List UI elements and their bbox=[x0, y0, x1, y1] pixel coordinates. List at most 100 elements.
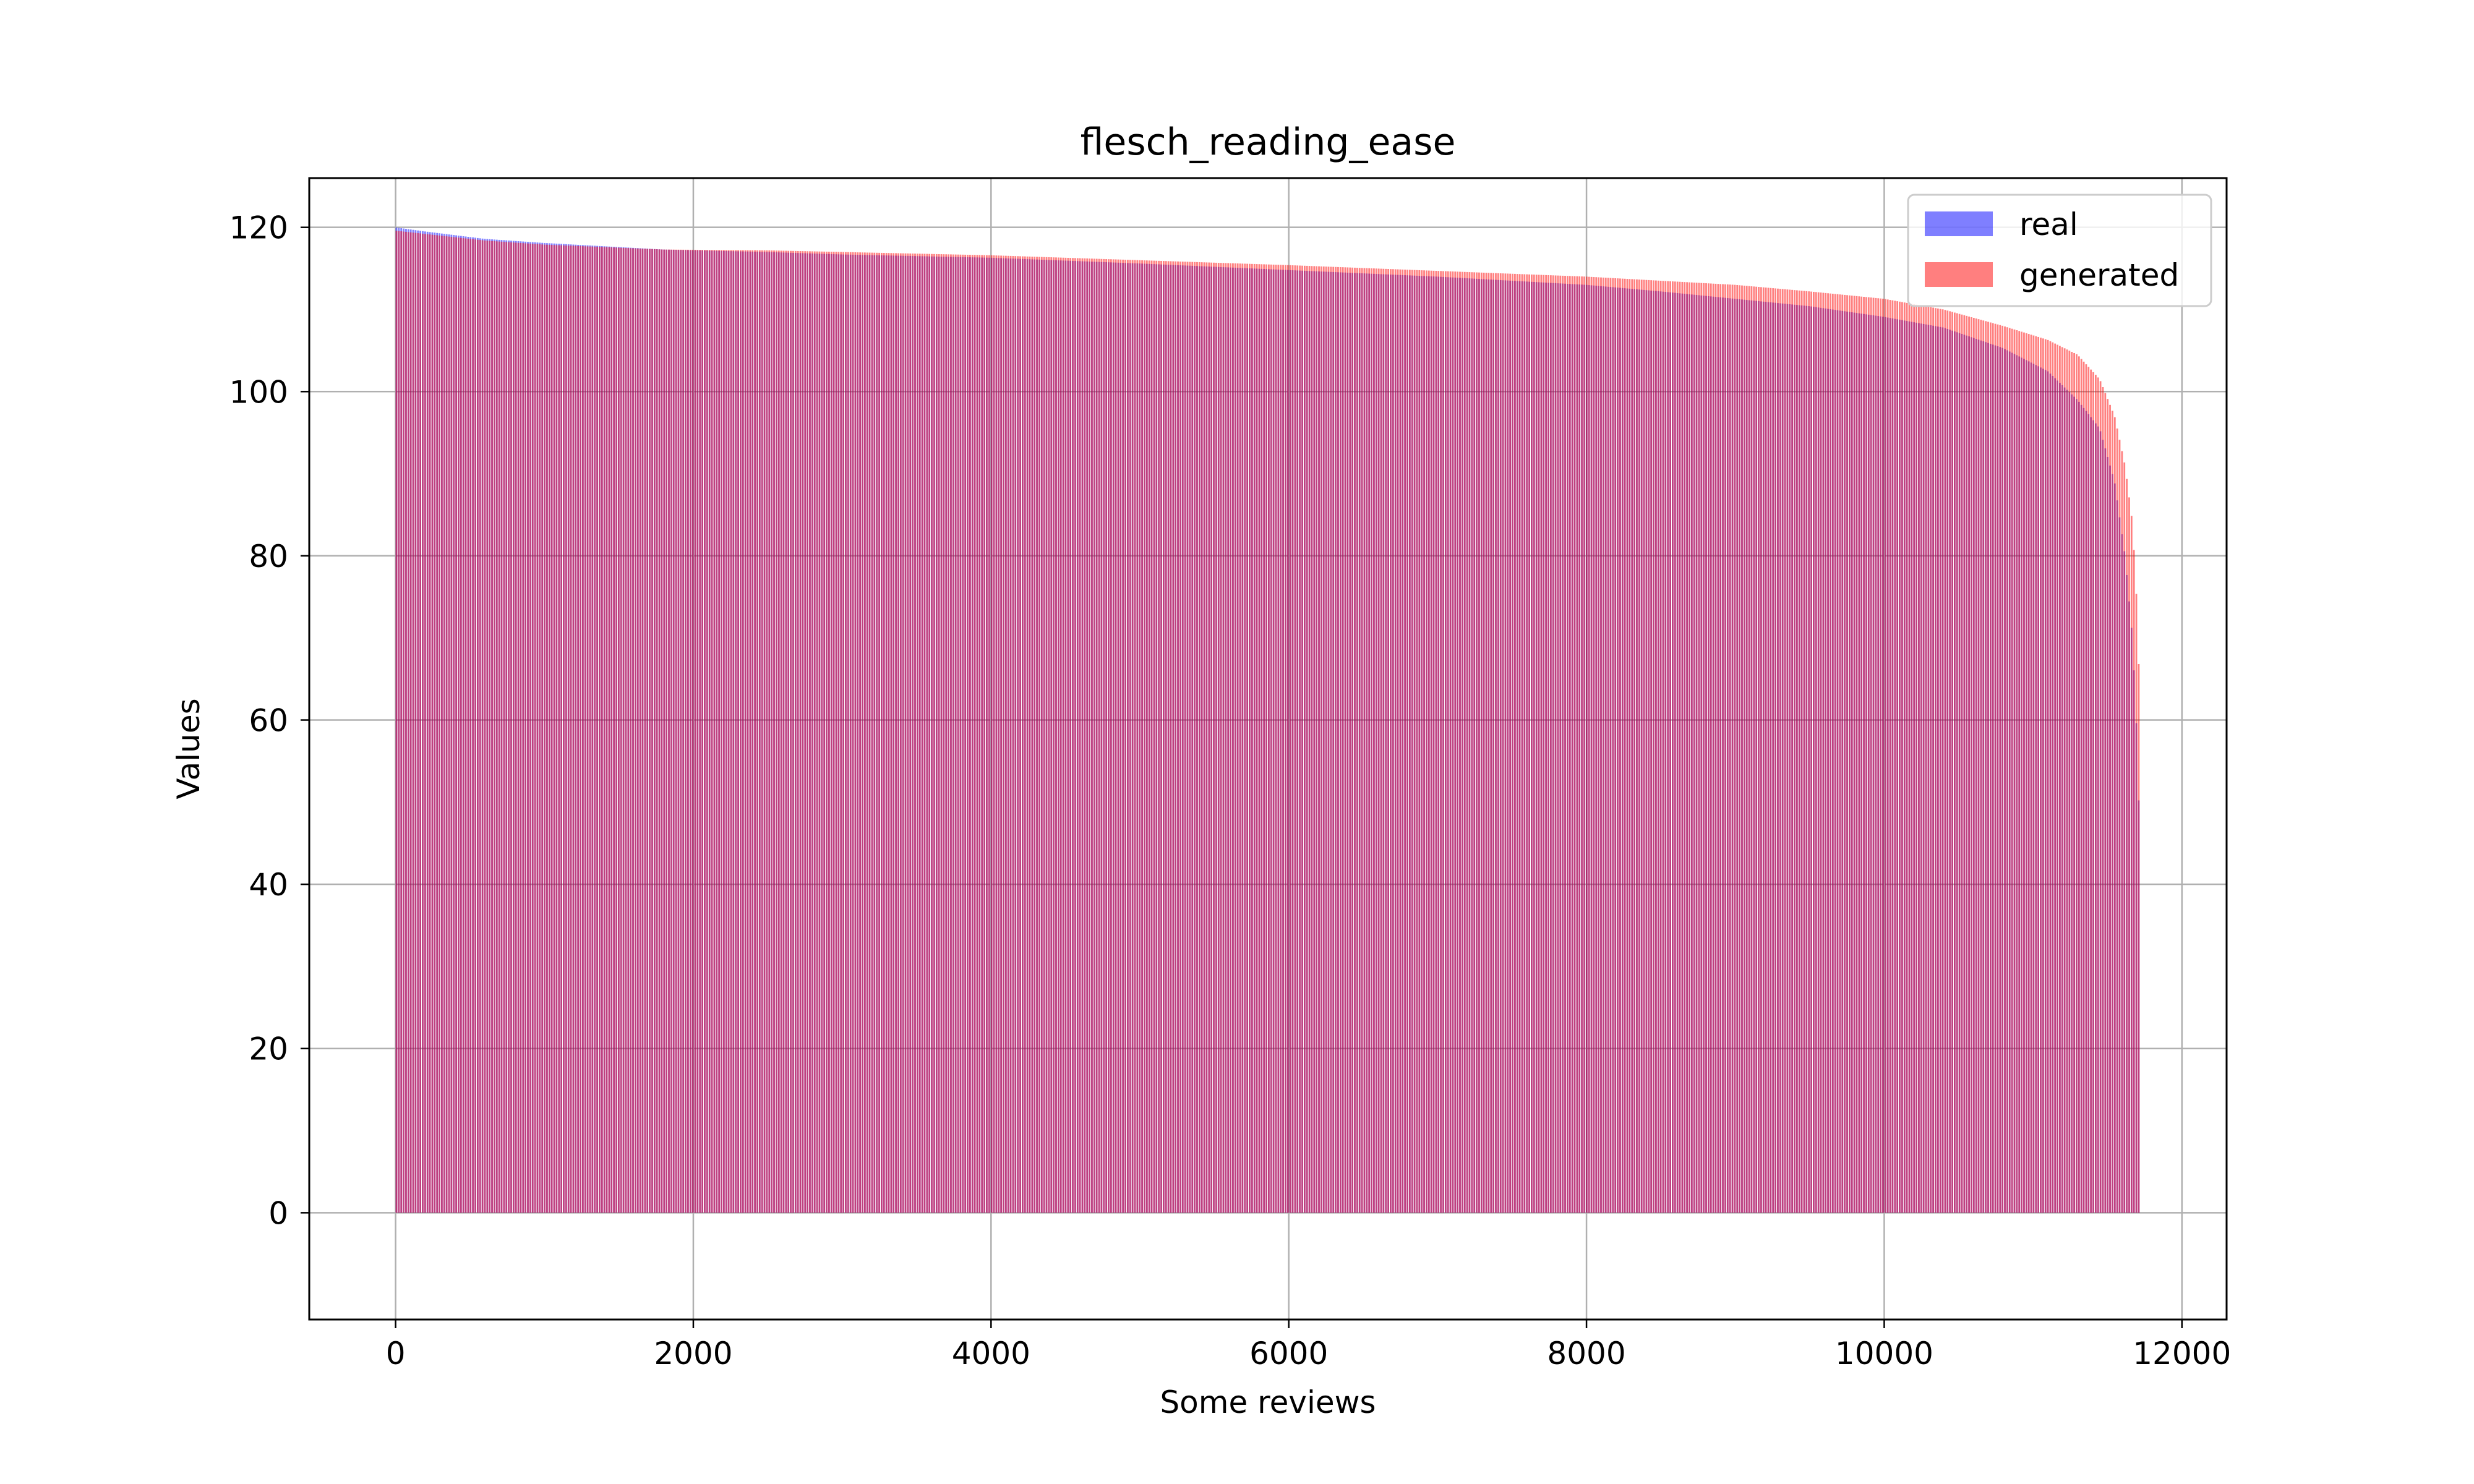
bar-generated-658 bbox=[1968, 316, 1970, 1213]
bar-generated-67 bbox=[555, 245, 558, 1213]
bar-generated-643 bbox=[1932, 307, 1935, 1213]
bar-generated-180 bbox=[826, 251, 828, 1213]
bar-generated-187 bbox=[842, 252, 844, 1213]
bar-generated-523 bbox=[1645, 279, 1648, 1213]
bar-generated-343 bbox=[1215, 262, 1217, 1213]
bar-generated-710 bbox=[2092, 372, 2094, 1213]
bar-generated-581 bbox=[1784, 289, 1786, 1213]
bar-generated-22 bbox=[448, 236, 450, 1213]
bar-generated-439 bbox=[1444, 271, 1447, 1213]
bar-generated-298 bbox=[1108, 259, 1110, 1213]
bar-generated-248 bbox=[988, 255, 990, 1213]
bar-generated-213 bbox=[904, 253, 907, 1213]
bar-generated-193 bbox=[857, 252, 859, 1213]
bar-generated-144 bbox=[740, 250, 742, 1213]
bar-generated-392 bbox=[1332, 267, 1335, 1213]
bar-generated-684 bbox=[2030, 335, 2032, 1213]
bar-generated-566 bbox=[1748, 286, 1750, 1213]
bar-generated-645 bbox=[1937, 308, 1939, 1213]
bar-generated-456 bbox=[1485, 273, 1487, 1213]
bar-generated-638 bbox=[1920, 305, 1922, 1213]
bars bbox=[395, 227, 2140, 1213]
bar-generated-300 bbox=[1112, 259, 1115, 1213]
bar-generated-69 bbox=[560, 245, 562, 1213]
bar-generated-461 bbox=[1497, 273, 1499, 1213]
bar-generated-332 bbox=[1189, 262, 1191, 1213]
bar-generated-140 bbox=[730, 250, 732, 1213]
bar-generated-601 bbox=[1831, 294, 1834, 1213]
bar-generated-526 bbox=[1653, 280, 1654, 1213]
bar-generated-518 bbox=[1633, 279, 1635, 1213]
bar-generated-217 bbox=[914, 254, 916, 1213]
bar-generated-315 bbox=[1148, 260, 1150, 1213]
bar-generated-329 bbox=[1181, 262, 1184, 1213]
bar-generated-99 bbox=[632, 248, 634, 1213]
bar-generated-602 bbox=[1834, 294, 1836, 1213]
bar-generated-250 bbox=[993, 255, 995, 1213]
bar-generated-291 bbox=[1091, 258, 1093, 1213]
bar-generated-510 bbox=[1614, 278, 1617, 1213]
bar-generated-191 bbox=[852, 252, 854, 1213]
bar-generated-143 bbox=[737, 250, 739, 1213]
bar-generated-39 bbox=[489, 241, 491, 1213]
bar-generated-150 bbox=[754, 250, 756, 1213]
bar-generated-398 bbox=[1346, 267, 1349, 1213]
bar-generated-351 bbox=[1234, 263, 1236, 1213]
bar-generated-437 bbox=[1440, 271, 1442, 1213]
bar-generated-132 bbox=[711, 250, 713, 1213]
bar-generated-345 bbox=[1220, 263, 1222, 1213]
bar-generated-208 bbox=[892, 253, 895, 1213]
bar-generated-449 bbox=[1468, 272, 1471, 1213]
bar-generated-696 bbox=[2059, 346, 2061, 1213]
bar-generated-278 bbox=[1059, 257, 1062, 1213]
bar-generated-399 bbox=[1349, 267, 1351, 1213]
bar-generated-395 bbox=[1339, 267, 1342, 1213]
bar-generated-543 bbox=[1693, 283, 1695, 1213]
bar-generated-245 bbox=[981, 255, 983, 1213]
bar-generated-584 bbox=[1791, 289, 1794, 1213]
bar-generated-364 bbox=[1265, 264, 1267, 1213]
bar-generated-487 bbox=[1559, 275, 1562, 1213]
bar-generated-515 bbox=[1626, 279, 1629, 1213]
y-tick-label-1: 20 bbox=[249, 1031, 288, 1067]
bar-generated-611 bbox=[1856, 296, 1858, 1213]
bar-generated-222 bbox=[926, 254, 928, 1213]
bar-generated-146 bbox=[744, 250, 747, 1213]
bar-generated-252 bbox=[998, 255, 1000, 1213]
bar-generated-165 bbox=[790, 250, 792, 1213]
bar-generated-701 bbox=[2071, 352, 2073, 1213]
bar-generated-231 bbox=[948, 254, 949, 1213]
bar-generated-653 bbox=[1956, 313, 1958, 1213]
bar-generated-274 bbox=[1050, 257, 1053, 1213]
bar-generated-565 bbox=[1745, 286, 1748, 1213]
bar-generated-271 bbox=[1043, 257, 1045, 1213]
bar-generated-170 bbox=[802, 251, 804, 1213]
bar-generated-201 bbox=[876, 252, 878, 1213]
bar-generated-346 bbox=[1222, 263, 1225, 1213]
bar-generated-417 bbox=[1392, 269, 1394, 1213]
bar-generated-401 bbox=[1354, 267, 1356, 1213]
bar-generated-425 bbox=[1411, 270, 1413, 1213]
bar-generated-359 bbox=[1253, 263, 1256, 1213]
bar-generated-272 bbox=[1045, 257, 1048, 1213]
bar-generated-493 bbox=[1573, 276, 1576, 1213]
bar-generated-246 bbox=[983, 255, 985, 1213]
bar-generated-308 bbox=[1131, 260, 1134, 1213]
bar-generated-178 bbox=[821, 251, 823, 1213]
bar-generated-587 bbox=[1798, 290, 1800, 1213]
bar-generated-582 bbox=[1786, 289, 1789, 1213]
bar-generated-182 bbox=[830, 252, 833, 1213]
bar-generated-338 bbox=[1203, 262, 1205, 1213]
bar-generated-177 bbox=[818, 251, 821, 1213]
bar-generated-689 bbox=[2042, 338, 2044, 1213]
bar-generated-301 bbox=[1115, 259, 1117, 1213]
bar-generated-502 bbox=[1595, 277, 1598, 1213]
bar-generated-342 bbox=[1213, 262, 1215, 1213]
bar-generated-358 bbox=[1251, 263, 1253, 1213]
bar-generated-355 bbox=[1244, 263, 1246, 1213]
bar-generated-78 bbox=[582, 246, 584, 1213]
bar-generated-299 bbox=[1110, 259, 1112, 1213]
bar-generated-668 bbox=[1992, 323, 1994, 1213]
bar-generated-220 bbox=[921, 254, 923, 1213]
